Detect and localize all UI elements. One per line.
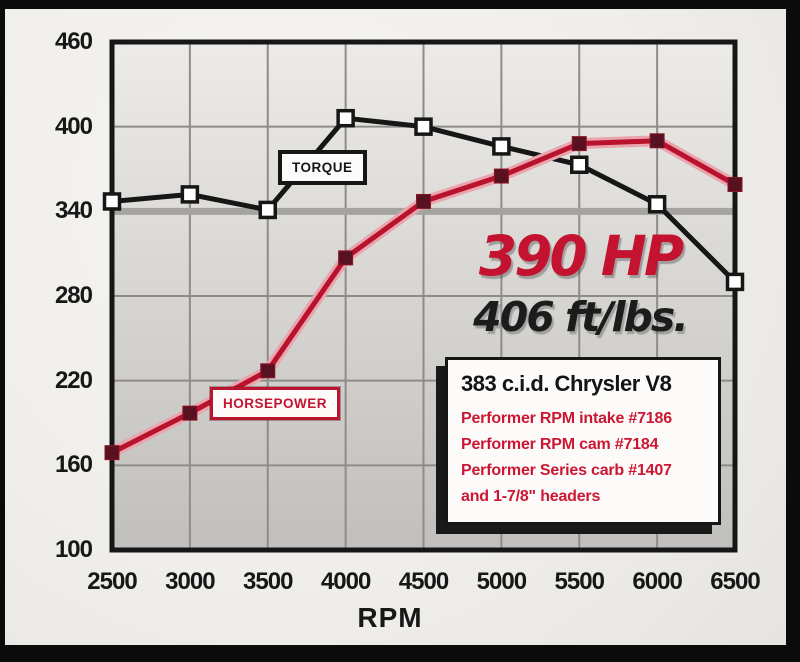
torque-marker [570, 155, 589, 175]
horsepower-series-label: HORSEPOWER [210, 387, 341, 420]
spec-line-headers: and 1-7/8" headers [461, 488, 601, 505]
torque-marker [414, 117, 433, 136]
torque-marker [725, 272, 745, 292]
torque-marker [258, 200, 277, 220]
torque-marker [492, 137, 511, 156]
horsepower-marker [571, 136, 587, 152]
torque-peak-callout: 406 ft/lbs. [473, 293, 689, 341]
spec-line-carb: Performer Series carb #1407 [461, 462, 672, 479]
horsepower-marker [260, 363, 276, 379]
spec-line-intake: Performer RPM intake #7186 [461, 410, 672, 427]
horsepower-peak-callout: 390 HP [478, 224, 684, 288]
horsepower-marker [493, 168, 509, 184]
horsepower-marker [338, 250, 354, 266]
torque-marker [647, 195, 667, 214]
spec-line-cam: Performer RPM cam #7184 [461, 436, 659, 453]
engine-spec-box: 383 c.i.d. Chrysler V8 Performer RPM int… [445, 357, 721, 525]
horsepower-marker [182, 405, 198, 421]
torque-marker [180, 185, 200, 204]
x-axis-title: RPM [357, 602, 423, 633]
torque-series-label: TORQUE [278, 150, 367, 185]
horsepower-marker [727, 177, 743, 193]
torque-marker [336, 108, 355, 128]
horsepower-marker [649, 133, 665, 149]
horsepower-marker [104, 445, 120, 461]
engine-title: 383 c.i.d. Chrysler V8 [461, 371, 672, 396]
torque-marker [102, 192, 122, 211]
horsepower-marker [416, 193, 431, 209]
plot-frame [109, 39, 738, 553]
